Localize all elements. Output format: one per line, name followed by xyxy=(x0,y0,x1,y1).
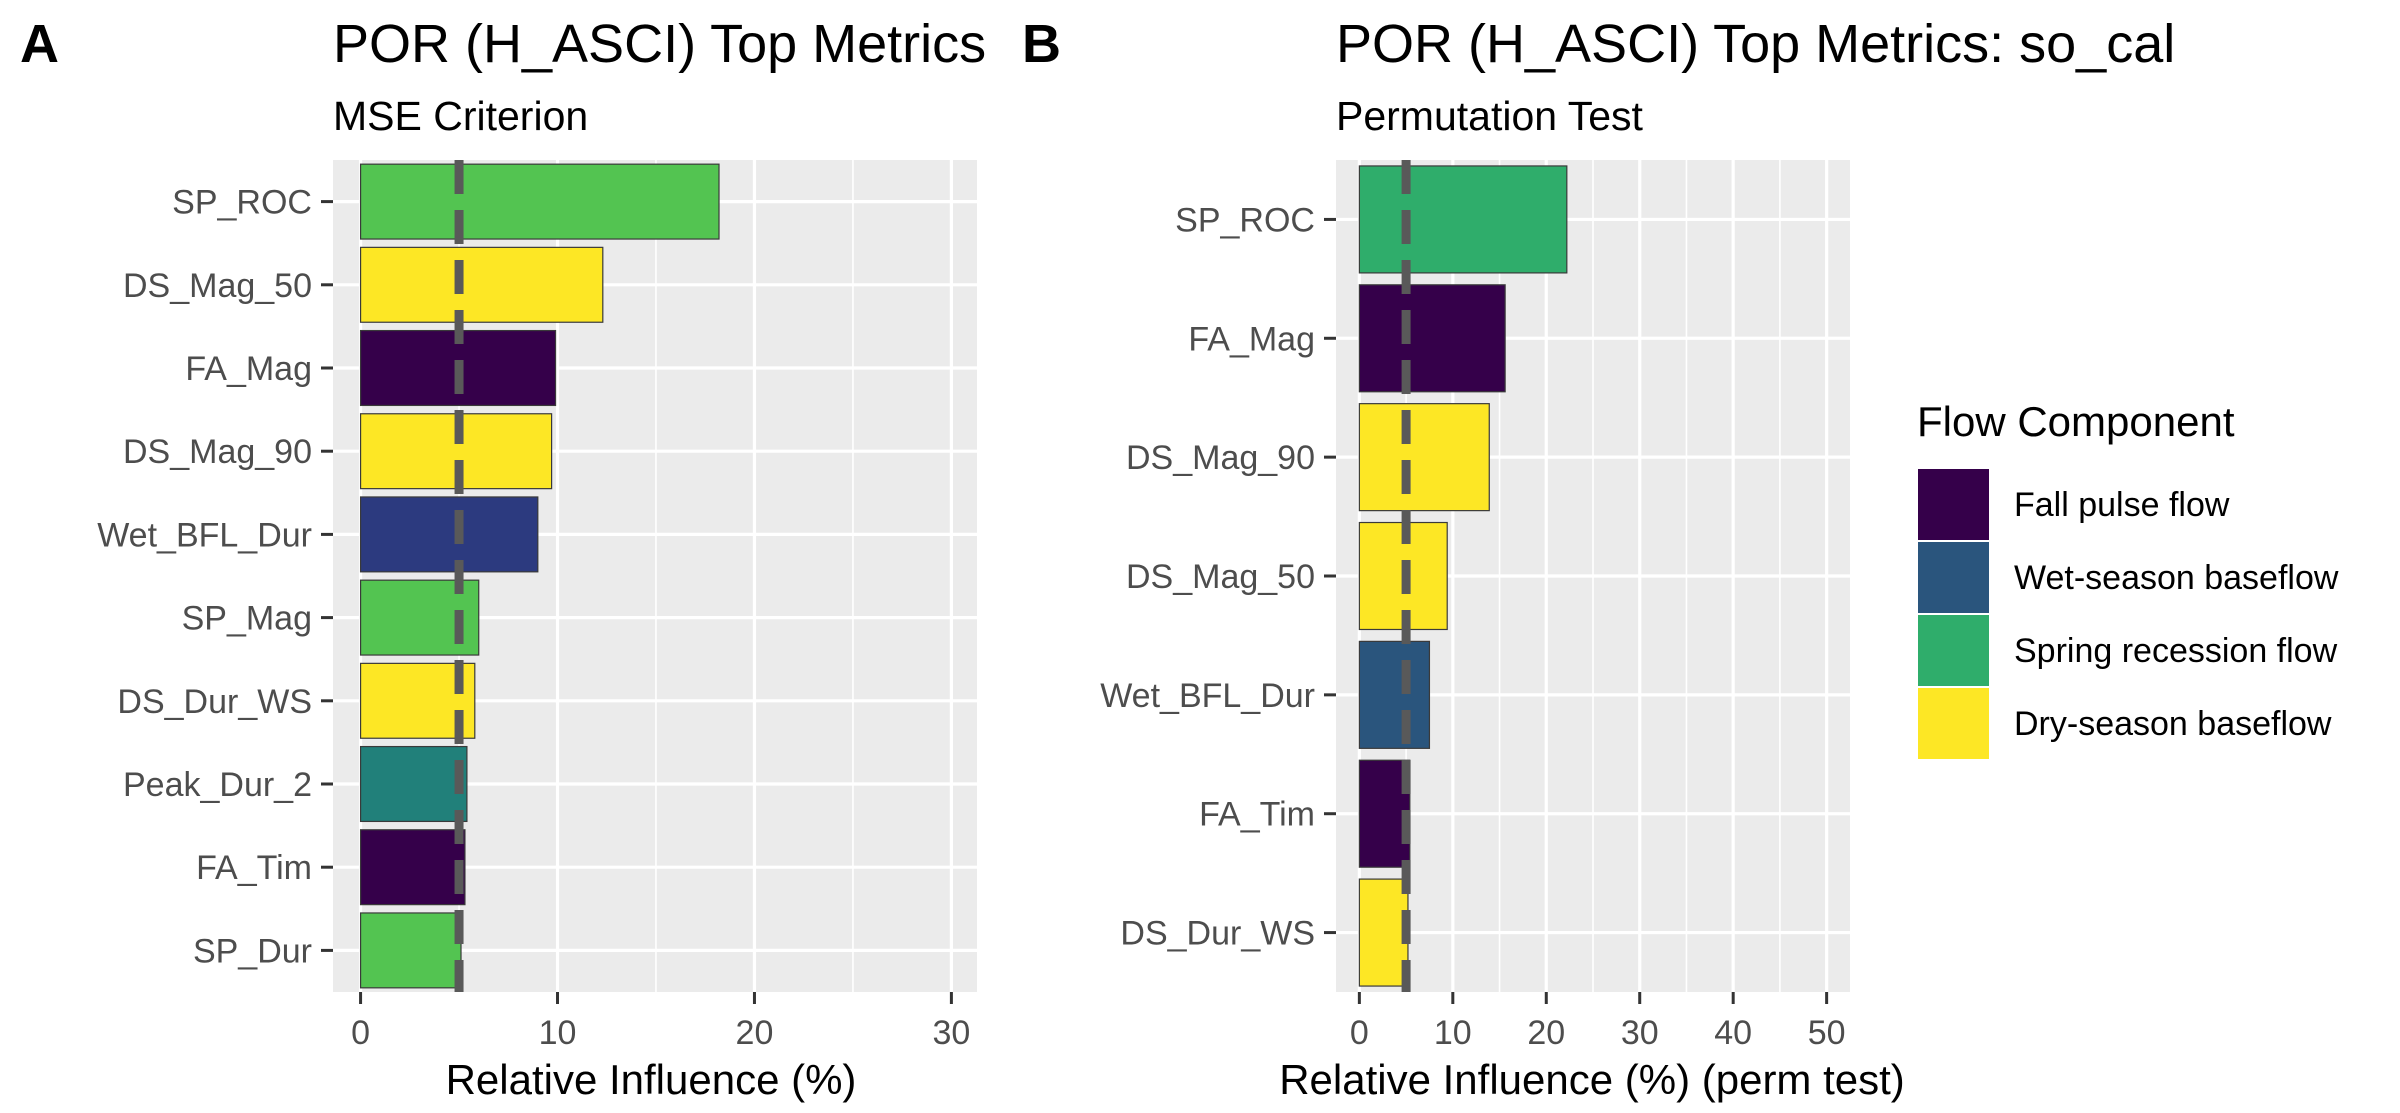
y-tick-label: DS_Dur_WS xyxy=(1120,915,1315,953)
y-tick-label: DS_Dur_WS xyxy=(117,683,312,721)
legend-swatch xyxy=(1916,467,1991,542)
legend-swatch xyxy=(1916,613,1991,688)
y-tick-label: DS_Mag_50 xyxy=(1126,558,1315,596)
x-tick-label: 20 xyxy=(1527,1014,1565,1052)
legend-items: Fall pulse flow Wet-season baseflow Spring… xyxy=(1916,467,2339,761)
bar-fa-tim xyxy=(1358,759,1411,868)
x-tick-label: 0 xyxy=(351,1014,370,1052)
panel-a-title: POR (H_ASCI) Top Metrics xyxy=(333,14,986,74)
legend: Flow Component Fall pulse flow Wet-season… xyxy=(1916,398,2339,761)
bar-peak-dur-2 xyxy=(359,745,468,823)
bar-ds-dur-ws xyxy=(1358,878,1409,987)
legend-swatch xyxy=(1916,540,1991,615)
legend-title: Flow Component xyxy=(1917,398,2235,445)
bar-wet-bfl-dur xyxy=(1358,640,1431,749)
bar-fa-tim xyxy=(359,829,466,906)
y-tick-label: SP_Mag xyxy=(182,600,312,638)
x-tick-label: 10 xyxy=(539,1014,577,1052)
y-tick-label: Wet_BFL_Dur xyxy=(1100,677,1315,715)
y-tick-label: SP_Dur xyxy=(193,932,312,970)
y-tick-label: SP_ROC xyxy=(1175,201,1315,239)
legend-label: Wet-season baseflow xyxy=(2014,559,2339,597)
panel-b-y-axis: SP_ROC FA_Mag DS_Mag_90 DS_Mag_50 Wet_BFL_Du… xyxy=(1100,201,1336,953)
legend-label: Dry-season baseflow xyxy=(2014,705,2332,743)
y-tick-label: Peak_Dur_2 xyxy=(123,766,312,804)
y-tick-label: FA_Tim xyxy=(1199,796,1315,834)
x-tick-label: 20 xyxy=(736,1014,774,1052)
y-tick-label: Wet_BFL_Dur xyxy=(97,516,312,554)
bar-sp-dur xyxy=(359,912,462,989)
x-tick-label: 10 xyxy=(1434,1014,1472,1052)
panel-b-bars xyxy=(1358,165,1568,987)
y-tick-label: DS_Mag_50 xyxy=(123,267,312,305)
x-tick-label: 50 xyxy=(1808,1014,1846,1052)
panel-b-subtitle: Permutation Test xyxy=(1336,93,1644,139)
y-tick-label: DS_Mag_90 xyxy=(123,433,312,471)
panel-b-title: POR (H_ASCI) Top Metrics: so_cal xyxy=(1336,14,2175,74)
x-tick-label: 30 xyxy=(932,1014,970,1052)
panel-b-x-axis-title: Relative Influence (%) (perm test) xyxy=(1279,1056,1905,1103)
x-tick-label: 40 xyxy=(1714,1014,1752,1052)
bar-fa-mag xyxy=(1358,284,1506,393)
panel-b-x-axis: 0 10 20 30 40 50 xyxy=(1350,992,1846,1052)
panel-a-x-axis: 0 10 20 30 xyxy=(351,992,970,1052)
x-tick-label: 0 xyxy=(1350,1014,1369,1052)
legend-label: Spring recession flow xyxy=(2014,632,2338,670)
panel-a-y-axis: SP_ROC DS_Mag_50 FA_Mag DS_Mag_90 Wet_BFL_Du… xyxy=(97,184,333,970)
y-tick-label: FA_Mag xyxy=(1188,320,1315,358)
bar-wet-bfl-dur xyxy=(359,496,539,573)
panel-b-tag: B xyxy=(1022,14,1061,74)
panel-a-x-axis-title: Relative Influence (%) xyxy=(446,1056,857,1103)
y-tick-label: FA_Mag xyxy=(185,350,312,388)
panel-a-tag: A xyxy=(20,14,59,74)
legend-swatch xyxy=(1916,686,1991,761)
y-tick-label: DS_Mag_90 xyxy=(1126,439,1315,477)
panel-a-subtitle: MSE Criterion xyxy=(333,93,588,139)
panel-b: B POR (H_ASCI) Top Metrics: so_cal Permu… xyxy=(1022,14,2175,1103)
bar-sp-roc xyxy=(1358,165,1568,274)
panel-a: A POR (H_ASCI) Top Metrics MSE Criterion… xyxy=(20,14,986,1103)
legend-label: Fall pulse flow xyxy=(2014,486,2230,524)
x-tick-label: 30 xyxy=(1621,1014,1659,1052)
bar-ds-mag-90 xyxy=(1358,403,1490,512)
bar-ds-mag-50 xyxy=(359,246,604,323)
y-tick-label: FA_Tim xyxy=(196,849,312,887)
y-tick-label: SP_ROC xyxy=(172,184,312,222)
bar-sp-roc xyxy=(359,163,720,240)
